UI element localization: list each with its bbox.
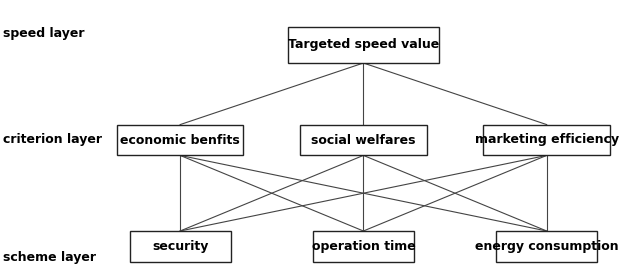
- FancyBboxPatch shape: [313, 231, 414, 262]
- Text: criterion layer: criterion layer: [3, 134, 102, 146]
- Text: scheme layer: scheme layer: [3, 251, 96, 264]
- Text: social welfares: social welfares: [311, 134, 416, 146]
- Text: economic benfits: economic benfits: [120, 134, 240, 146]
- Text: operation time: operation time: [312, 240, 415, 253]
- Text: Targeted speed value: Targeted speed value: [288, 38, 439, 51]
- Text: speed layer: speed layer: [3, 27, 85, 40]
- FancyBboxPatch shape: [130, 231, 231, 262]
- Text: security: security: [152, 240, 209, 253]
- Text: energy consumption: energy consumption: [475, 240, 619, 253]
- FancyBboxPatch shape: [300, 125, 427, 155]
- Text: marketing efficiency: marketing efficiency: [475, 134, 619, 146]
- FancyBboxPatch shape: [483, 125, 610, 155]
- FancyBboxPatch shape: [496, 231, 597, 262]
- FancyBboxPatch shape: [288, 27, 439, 63]
- FancyBboxPatch shape: [117, 125, 243, 155]
